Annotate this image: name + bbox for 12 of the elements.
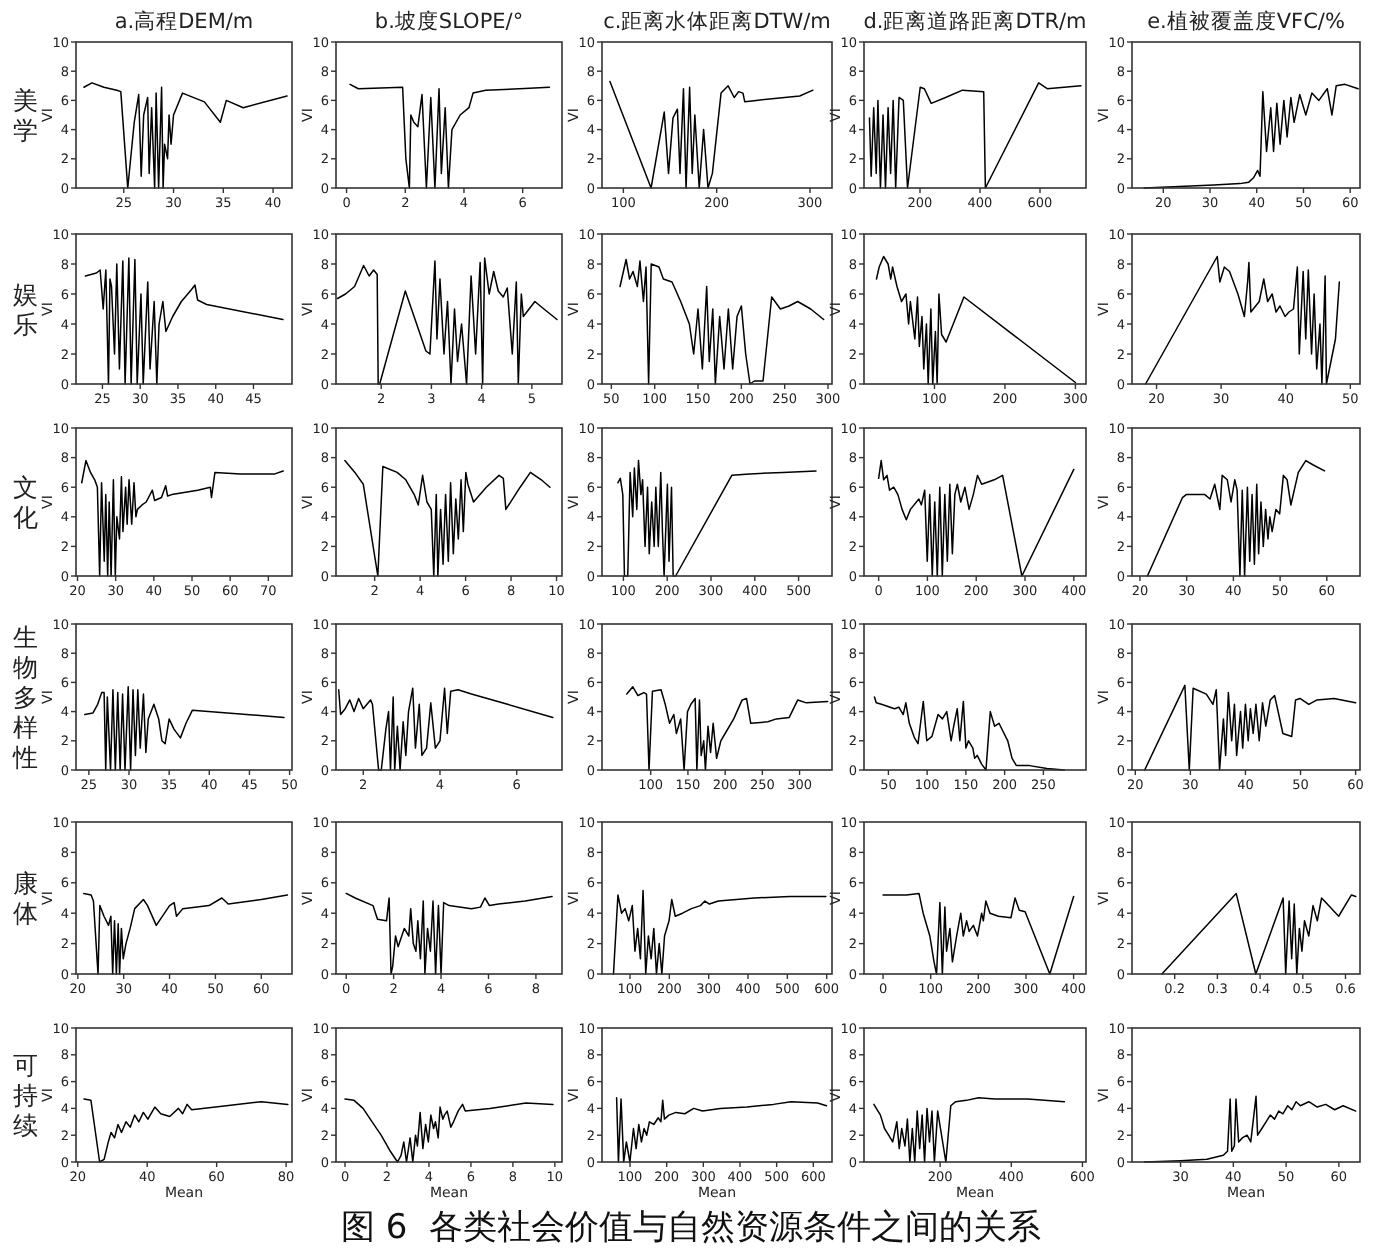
text: 文化 — [13, 472, 39, 532]
text: 康体 — [13, 868, 39, 928]
text: 娱乐 — [13, 279, 39, 339]
chart-title: b.坡度SLOPE/° — [374, 8, 524, 34]
chart-title: c.距离水体距离DTW/m — [603, 8, 831, 34]
text: 可持续 — [13, 1050, 39, 1140]
text: 生物多样性 — [11, 622, 39, 772]
chart-title: e.植被覆盖度VFC/% — [1147, 8, 1345, 34]
caption: 图 6 各类社会价值与自然资源条件之间的关系 — [340, 1208, 1042, 1248]
chart-title: d.距离道路距离DTR/m — [863, 8, 1087, 34]
text: 美学 — [13, 85, 39, 145]
chart-title: a.高程DEM/m — [114, 8, 254, 34]
